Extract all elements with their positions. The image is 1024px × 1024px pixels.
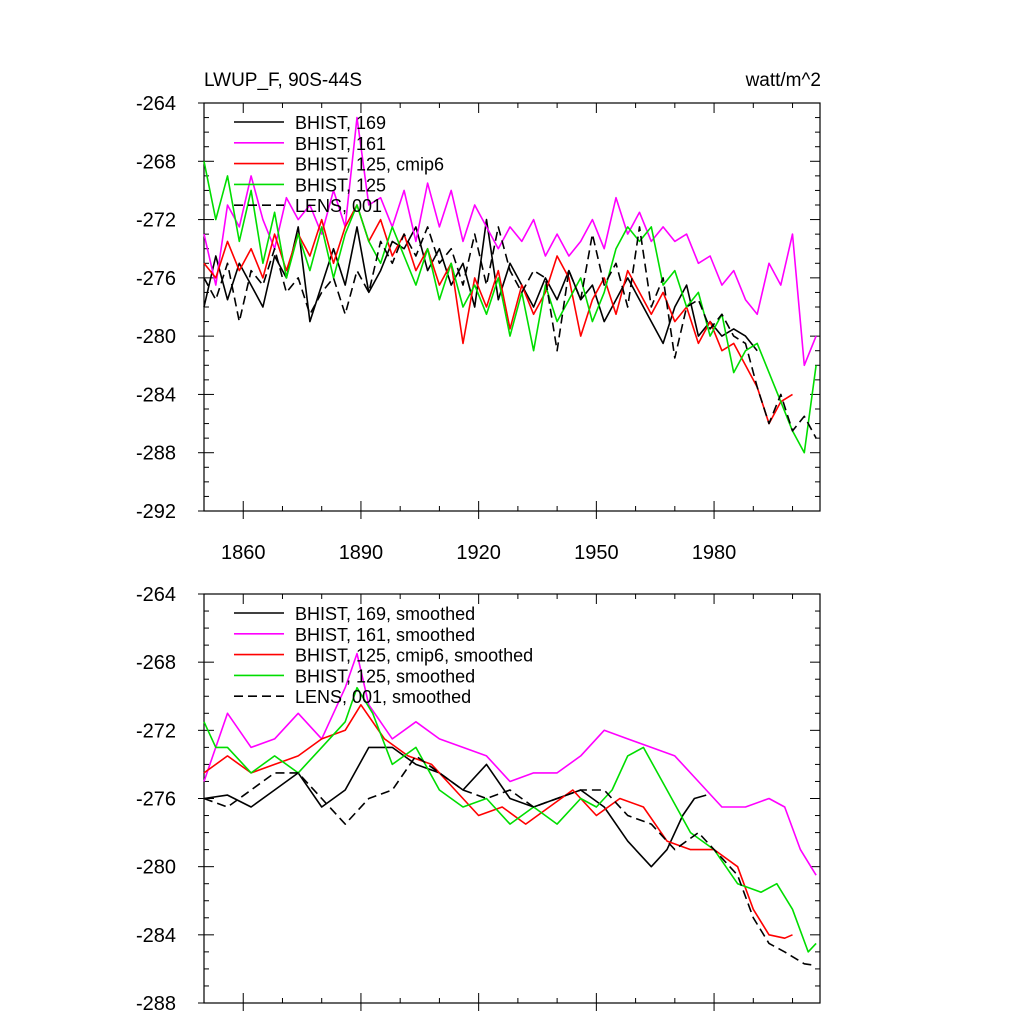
series-line-3 (203, 161, 817, 454)
y-tick-label: -280 (136, 326, 176, 348)
y-tick-label: -264 (136, 93, 176, 115)
legend-label: LENS, 001 (295, 196, 382, 216)
x-tick-label: 1980 (692, 542, 737, 564)
legend-label: BHIST, 125, cmip6, smoothed (295, 646, 533, 666)
series-line-1 (203, 116, 817, 367)
legend-label: BHIST, 125, cmip6 (295, 155, 444, 175)
y-tick-label: -272 (136, 210, 176, 232)
y-tick-label: -288 (136, 993, 176, 1015)
y-tick-label: -288 (136, 443, 176, 465)
y-tick-label: -276 (136, 268, 176, 290)
series-line-2 (203, 204, 793, 425)
y-tick-label: -276 (136, 789, 176, 811)
x-tick-label: 1860 (221, 542, 266, 564)
y-tick-label: -284 (136, 384, 176, 406)
bottom-panel: -264 -268 -272 -276 -280 -284 -288 BHIST, 169, … (136, 584, 821, 1015)
legend-label: BHIST, 125 (295, 175, 386, 195)
series-line-4 (203, 755, 817, 967)
y-tick-label: -268 (136, 652, 176, 674)
series-line-0 (203, 218, 758, 352)
series-line-1 (203, 652, 817, 876)
figure-title-left: LWUP_F, 90S-44S (204, 70, 362, 91)
top-panel: -264 -268 -272 -276 -280 -284 -288 -292 1860 1890… (136, 93, 821, 564)
legend-label: BHIST, 161, smoothed (295, 625, 475, 645)
y-tick-label: -268 (136, 151, 176, 173)
y-tick-label: -264 (136, 584, 176, 606)
x-tick-label: 1920 (456, 542, 501, 564)
legend-label: BHIST, 169 (295, 113, 386, 133)
x-tick-label: 1950 (574, 542, 619, 564)
series-line-3 (203, 686, 817, 953)
x-tick-label: 1890 (339, 542, 384, 564)
series-line-0 (203, 746, 707, 868)
legend-label: BHIST, 125, smoothed (295, 666, 475, 686)
y-tick-label: -272 (136, 720, 176, 742)
y-tick-label: -292 (136, 501, 176, 523)
y-tick-label: -284 (136, 925, 176, 947)
figure-title-right: watt/m^2 (745, 70, 821, 91)
y-tick-label: -280 (136, 857, 176, 879)
series-line-4 (203, 226, 817, 439)
legend-label: BHIST, 161 (295, 134, 386, 154)
legend-label: LENS, 001, smoothed (295, 687, 471, 707)
legend-label: BHIST, 169, smoothed (295, 604, 475, 624)
series-line-2 (203, 703, 793, 940)
